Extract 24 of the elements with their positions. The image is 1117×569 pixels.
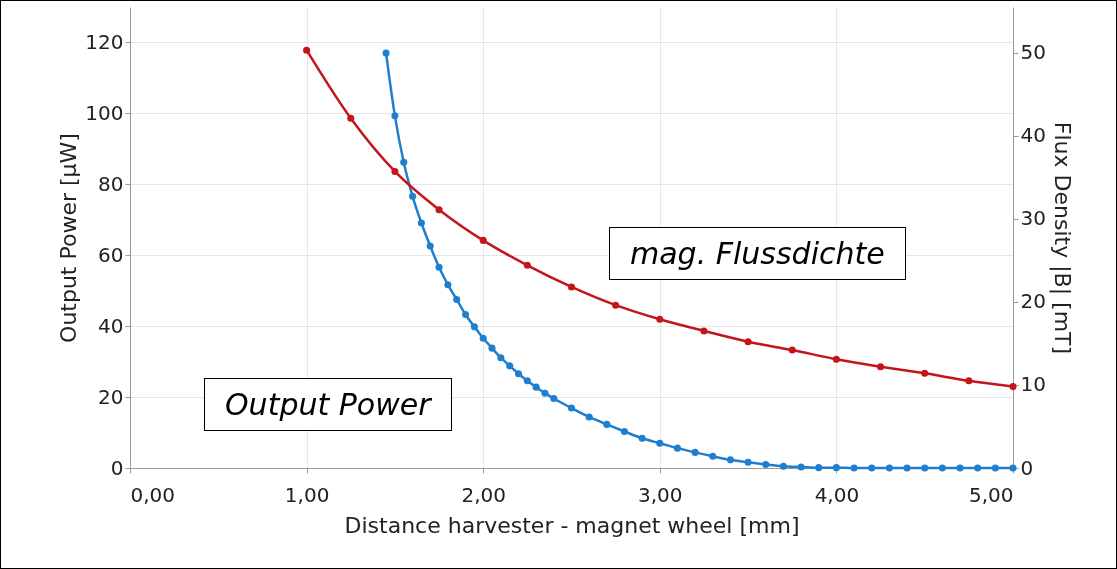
x-tick-label: 5,00 (968, 482, 1014, 507)
y-tick-label: 0 (110, 455, 124, 480)
y-tick-label: 40 (98, 313, 124, 338)
x-tick-label: 0,00 (130, 482, 176, 507)
y2-tick-label: 30 (1020, 206, 1046, 231)
y2-tick-label: 10 (1020, 372, 1046, 397)
y2-tick-label: 40 (1020, 123, 1046, 148)
x-axis-title: Distance harvester - magnet wheel [mm] (344, 512, 800, 538)
series-label: mag. Flussdichte (609, 227, 906, 280)
y-tick-label: 80 (98, 171, 124, 196)
y-tick-label: 120 (85, 29, 124, 54)
y-axis-title: Output Power [µW] (56, 133, 82, 343)
x-tick-label: 2,00 (461, 482, 506, 507)
y2-tick-label: 50 (1020, 40, 1046, 65)
x-tick-label: 3,00 (638, 482, 683, 507)
y2-tick-label: 20 (1020, 289, 1046, 314)
y2-tick-label: 0 (1020, 455, 1034, 480)
y-tick-label: 60 (98, 242, 124, 267)
y2-axis-title: Flux Density |B| [mT] (1048, 121, 1075, 355)
text: Output Power (204, 378, 452, 431)
y-tick-label: 20 (98, 384, 124, 409)
y-tick-label: 100 (85, 100, 124, 125)
x-tick-label: 4,00 (814, 482, 860, 507)
x-tick-label: 1,00 (284, 482, 330, 507)
